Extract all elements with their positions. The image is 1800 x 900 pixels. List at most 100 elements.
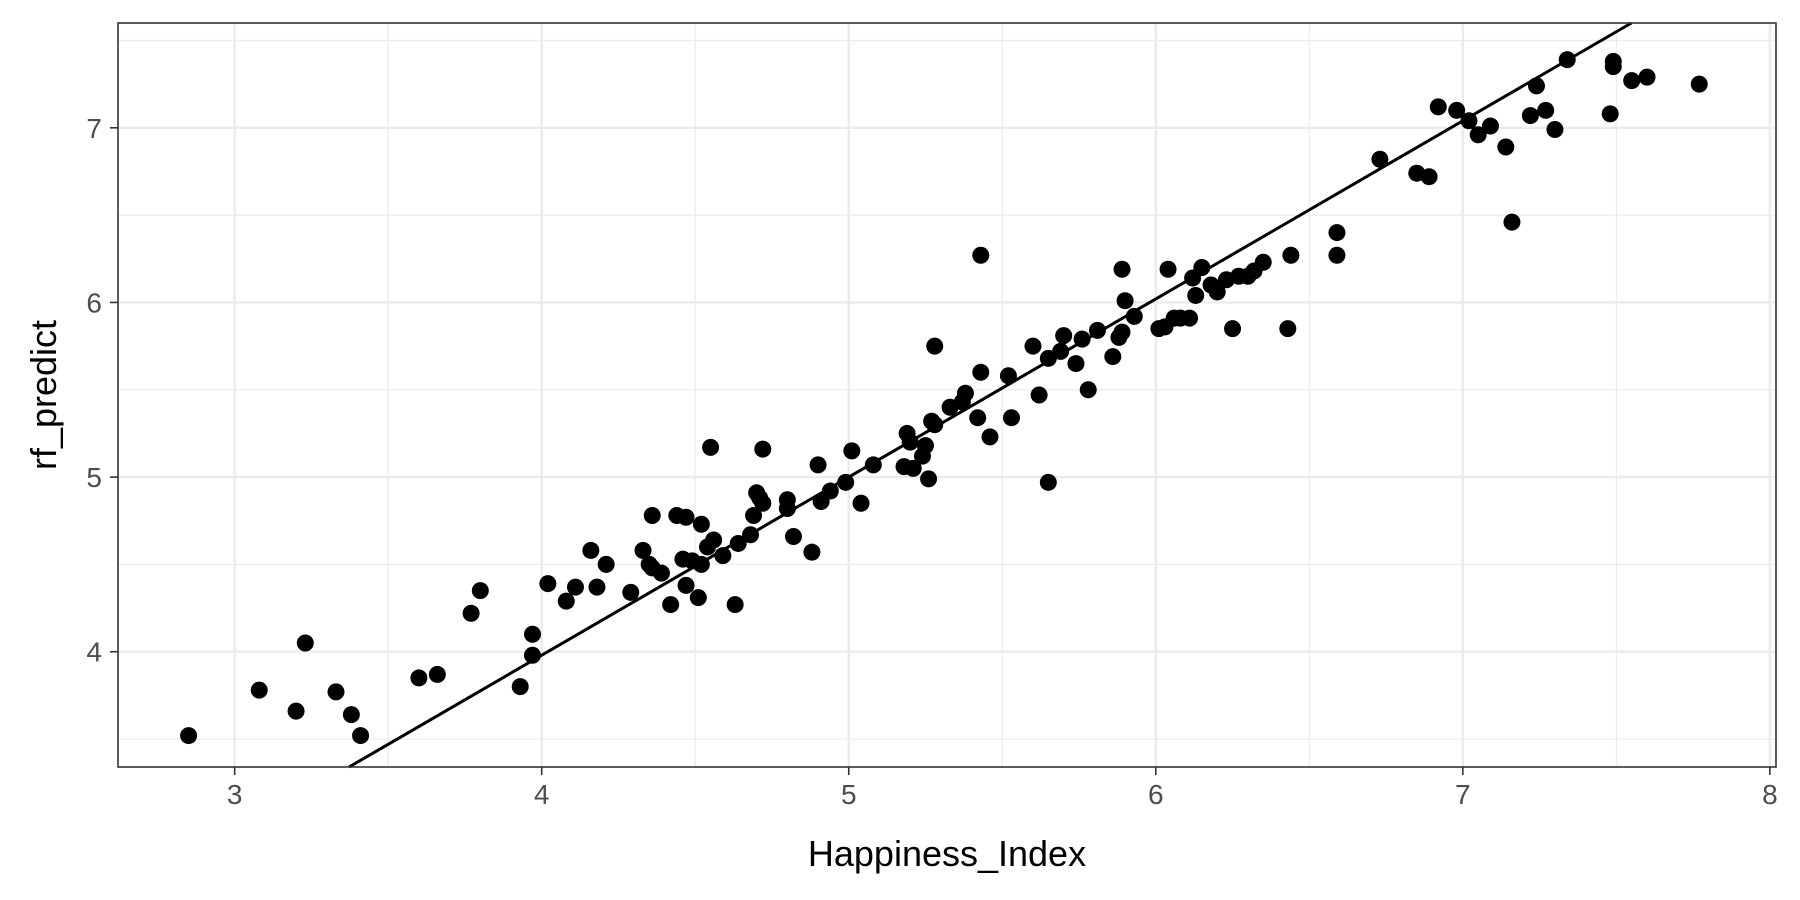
data-point [714,547,732,565]
data-point [1448,101,1466,119]
data-points [180,51,1708,745]
reference-line-layer [348,21,1633,769]
data-point [803,543,821,561]
data-point [1208,283,1226,301]
data-point [1079,381,1097,399]
data-point [1052,342,1070,360]
x-tick-label: 6 [1148,779,1164,810]
data-point [784,527,802,545]
data-point [920,470,938,488]
data-point [705,531,723,549]
data-point [692,555,710,573]
data-point [981,428,999,446]
data-point [901,433,919,451]
data-point [1601,105,1619,123]
x-axis-ticks: 3 4 5 6 7 8 [227,767,1778,810]
data-point [652,564,670,582]
data-point [582,541,600,559]
data-point [1125,307,1143,325]
data-point [837,473,855,491]
data-point [729,534,747,552]
data-point [1537,101,1555,119]
data-point [809,456,827,474]
data-point [296,634,314,652]
data-point [1030,386,1048,404]
data-point [1371,150,1389,168]
data-point [180,727,198,745]
data-point [1039,473,1057,491]
panel-border [117,22,1777,768]
data-point [462,604,480,622]
data-point [702,438,720,456]
data-point [1503,213,1521,231]
y-axis-ticks: 4 5 6 7 [86,113,118,668]
x-tick-label: 8 [1762,779,1778,810]
data-point [1429,98,1447,116]
data-point [1002,409,1020,427]
reference-line [348,21,1633,769]
data-point [1558,51,1576,69]
data-point [864,456,882,474]
data-point [926,337,944,355]
data-point [1116,292,1134,310]
data-point [1690,75,1708,93]
data-point [588,578,606,596]
data-point [662,596,680,614]
data-point [524,625,541,643]
data-point [597,555,615,573]
data-point [1623,72,1641,90]
y-axis-title: rf_predict [23,320,64,470]
data-point [1604,58,1622,76]
data-point [342,706,360,724]
data-point [327,683,345,701]
data-point [622,583,640,601]
data-point [1638,68,1656,86]
data-point [821,482,839,500]
data-point [511,678,529,696]
data-point [926,416,944,434]
data-point [1113,323,1131,341]
major-gridlines [118,23,1776,767]
data-point [1282,246,1300,264]
data-point [1193,259,1211,277]
data-point [1104,348,1122,366]
data-point [1460,112,1478,130]
data-point [917,437,935,455]
data-point [524,646,541,664]
data-point [972,246,990,264]
data-point [1073,330,1091,348]
data-point [969,409,987,427]
data-point [972,363,990,381]
data-point [557,592,575,610]
data-point [410,669,428,687]
data-point [1521,107,1539,125]
x-tick-label: 3 [227,779,243,810]
data-point [754,494,772,512]
data-point [566,578,584,596]
data-point [999,367,1017,385]
data-point [741,526,759,544]
data-point [956,384,974,402]
data-point [1328,224,1346,242]
x-tick-label: 4 [534,779,550,810]
x-tick-label: 7 [1455,779,1471,810]
data-point [1181,309,1199,327]
y-tick-label: 6 [86,287,102,318]
data-point [745,507,763,525]
data-point [1328,246,1346,264]
y-tick-label: 4 [86,637,102,668]
data-point [1254,253,1272,271]
y-tick-label: 7 [86,113,102,144]
data-point [643,507,661,525]
data-point [352,727,370,745]
data-point [1088,321,1106,339]
x-tick-label: 5 [841,779,857,810]
data-point [1546,121,1564,139]
data-point [726,596,744,614]
data-point [852,494,870,512]
data-point [1055,327,1073,345]
data-point [1481,117,1499,135]
data-point [1420,168,1438,186]
